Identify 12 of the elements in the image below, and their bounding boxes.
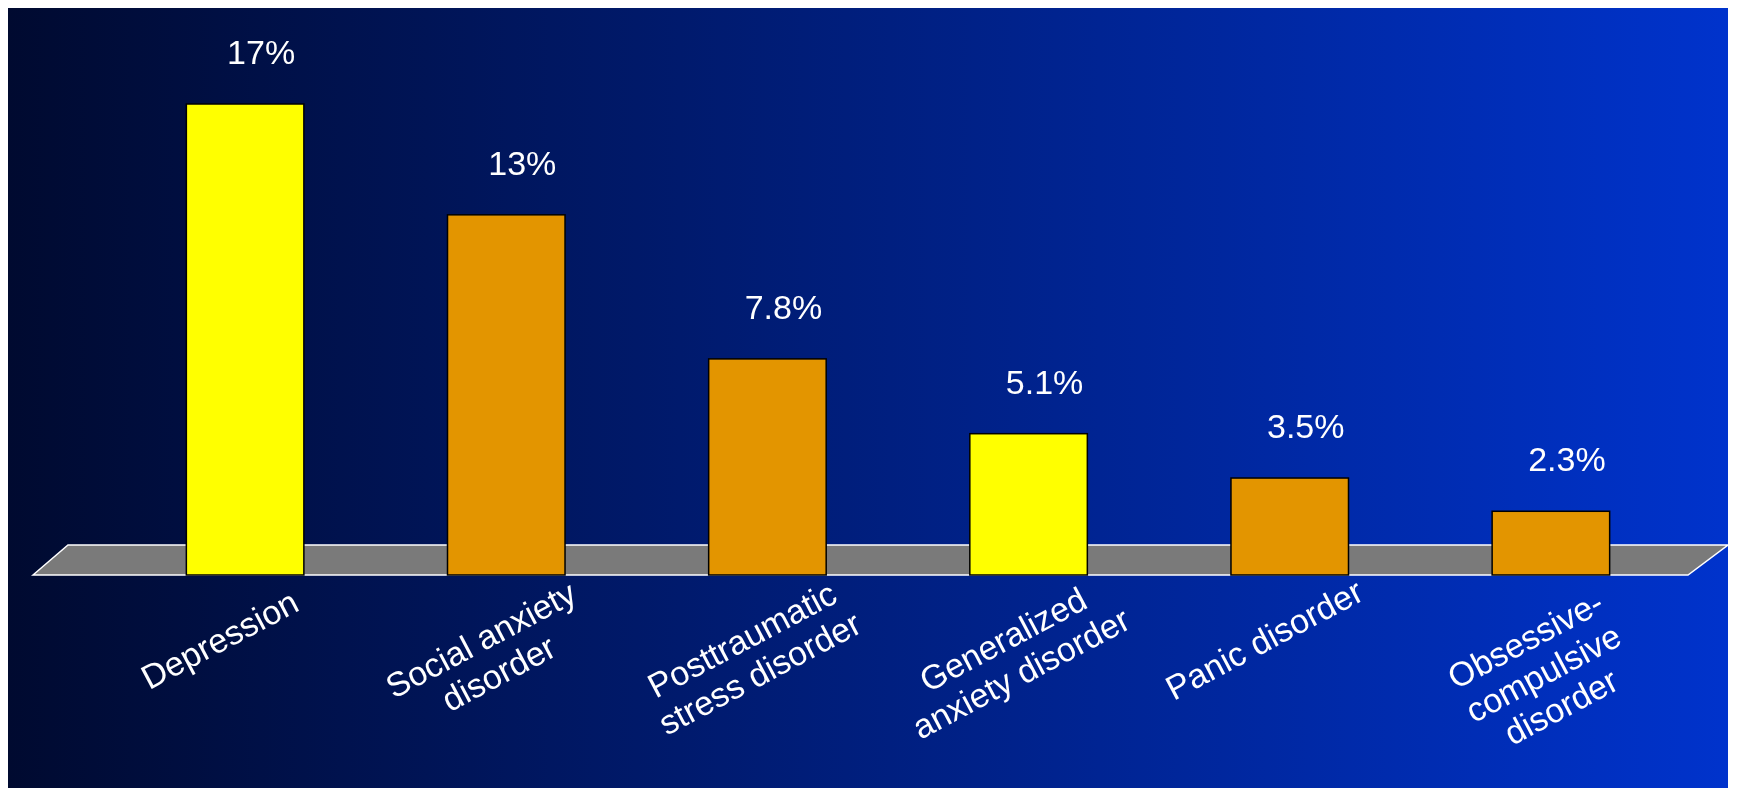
data-label: 17% bbox=[227, 33, 296, 71]
bar bbox=[1230, 477, 1350, 576]
data-label: 5.1% bbox=[1005, 362, 1084, 401]
bar bbox=[446, 214, 566, 576]
data-label: 7.8% bbox=[744, 287, 823, 326]
data-label: 3.5% bbox=[1266, 407, 1345, 446]
data-label: 2.3% bbox=[1528, 440, 1606, 479]
bar bbox=[1491, 510, 1611, 576]
data-label: 13% bbox=[488, 143, 557, 182]
bar bbox=[969, 432, 1089, 576]
bar bbox=[707, 358, 827, 576]
bar bbox=[185, 103, 305, 576]
